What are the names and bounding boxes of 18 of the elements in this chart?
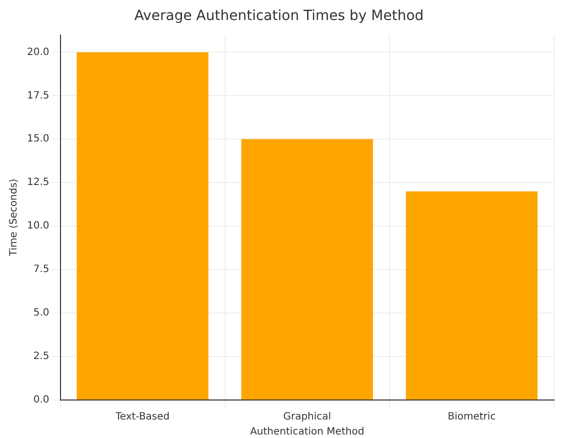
y-tick-label: 7.5	[33, 264, 50, 276]
y-tick-label: 2.5	[33, 351, 50, 362]
x-tick-label: Text-Based	[114, 412, 170, 423]
x-axis-title: Authentication Method	[250, 426, 364, 438]
y-axis-title: Time (Seconds)	[8, 178, 20, 258]
y-tick-label: 12.5	[27, 177, 50, 188]
bar	[241, 139, 373, 400]
y-tick-label: 17.5	[27, 90, 50, 102]
chart-title: Average Authentication Times by Method	[134, 8, 424, 24]
y-tick-label: 15.0	[27, 134, 50, 145]
y-tick-label: 5.0	[33, 308, 50, 319]
x-tick-label: Graphical	[283, 412, 332, 423]
y-tick-label: 20.0	[27, 46, 50, 58]
x-tick-label: Biometric	[448, 412, 496, 423]
y-tick-label: 10.0	[27, 220, 50, 232]
bar	[76, 52, 208, 400]
bar	[406, 191, 538, 400]
y-tick-label: 0.0	[33, 394, 50, 406]
